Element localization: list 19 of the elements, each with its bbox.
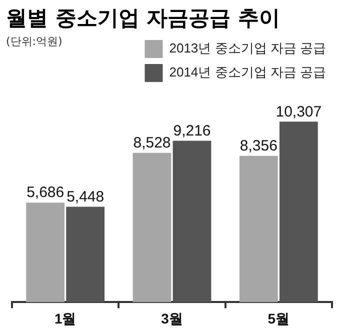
data-label: 8,356 xyxy=(240,137,278,154)
bar xyxy=(26,202,65,302)
x-tick-label: 5월 xyxy=(268,310,290,326)
data-label: 9,216 xyxy=(173,122,211,140)
chart-title: 월별 중소기업 자금공급 추이 xyxy=(5,5,281,32)
bar xyxy=(66,206,105,302)
data-label: 5,448 xyxy=(66,188,104,206)
data-label: 10,307 xyxy=(276,103,322,120)
x-tick-label: 1월 xyxy=(54,310,76,326)
bar xyxy=(239,156,278,302)
data-label: 5,686 xyxy=(26,184,64,202)
x-tick-label: 3월 xyxy=(161,310,183,326)
bar xyxy=(279,122,318,302)
legend-label: 2013년 중소기업 자금 공급 xyxy=(169,40,326,56)
bar xyxy=(132,152,172,302)
chart-subtitle: (단위:억원) xyxy=(6,34,62,49)
bar xyxy=(172,140,212,302)
legend-label: 2014년 중소기업 자금 공급 xyxy=(169,64,326,80)
data-label: 8,528 xyxy=(133,134,171,152)
